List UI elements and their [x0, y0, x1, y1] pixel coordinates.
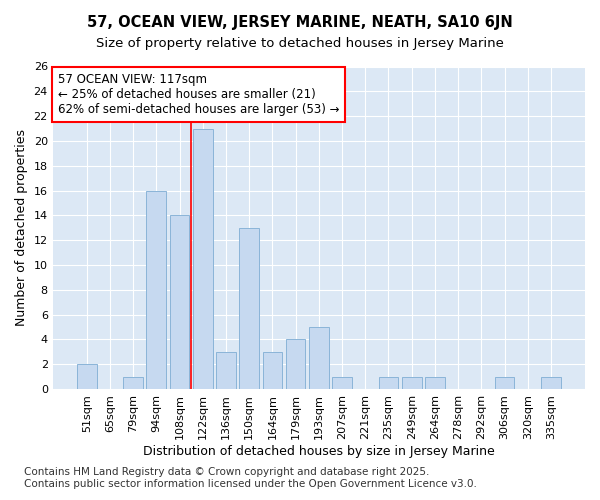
Bar — [123, 376, 143, 389]
Bar — [541, 376, 561, 389]
Bar — [425, 376, 445, 389]
Bar — [263, 352, 282, 389]
Bar — [216, 352, 236, 389]
Text: Size of property relative to detached houses in Jersey Marine: Size of property relative to detached ho… — [96, 38, 504, 51]
Bar — [77, 364, 97, 389]
Bar — [239, 228, 259, 389]
Bar — [494, 376, 514, 389]
Text: 57, OCEAN VIEW, JERSEY MARINE, NEATH, SA10 6JN: 57, OCEAN VIEW, JERSEY MARINE, NEATH, SA… — [87, 15, 513, 30]
Bar — [286, 340, 305, 389]
Bar — [170, 216, 190, 389]
X-axis label: Distribution of detached houses by size in Jersey Marine: Distribution of detached houses by size … — [143, 444, 495, 458]
Text: 57 OCEAN VIEW: 117sqm
← 25% of detached houses are smaller (21)
62% of semi-deta: 57 OCEAN VIEW: 117sqm ← 25% of detached … — [58, 73, 340, 116]
Bar — [146, 190, 166, 389]
Bar — [309, 327, 329, 389]
Y-axis label: Number of detached properties: Number of detached properties — [15, 129, 28, 326]
Text: Contains HM Land Registry data © Crown copyright and database right 2025.
Contai: Contains HM Land Registry data © Crown c… — [24, 468, 477, 489]
Bar — [402, 376, 422, 389]
Bar — [193, 128, 212, 389]
Bar — [332, 376, 352, 389]
Bar — [379, 376, 398, 389]
